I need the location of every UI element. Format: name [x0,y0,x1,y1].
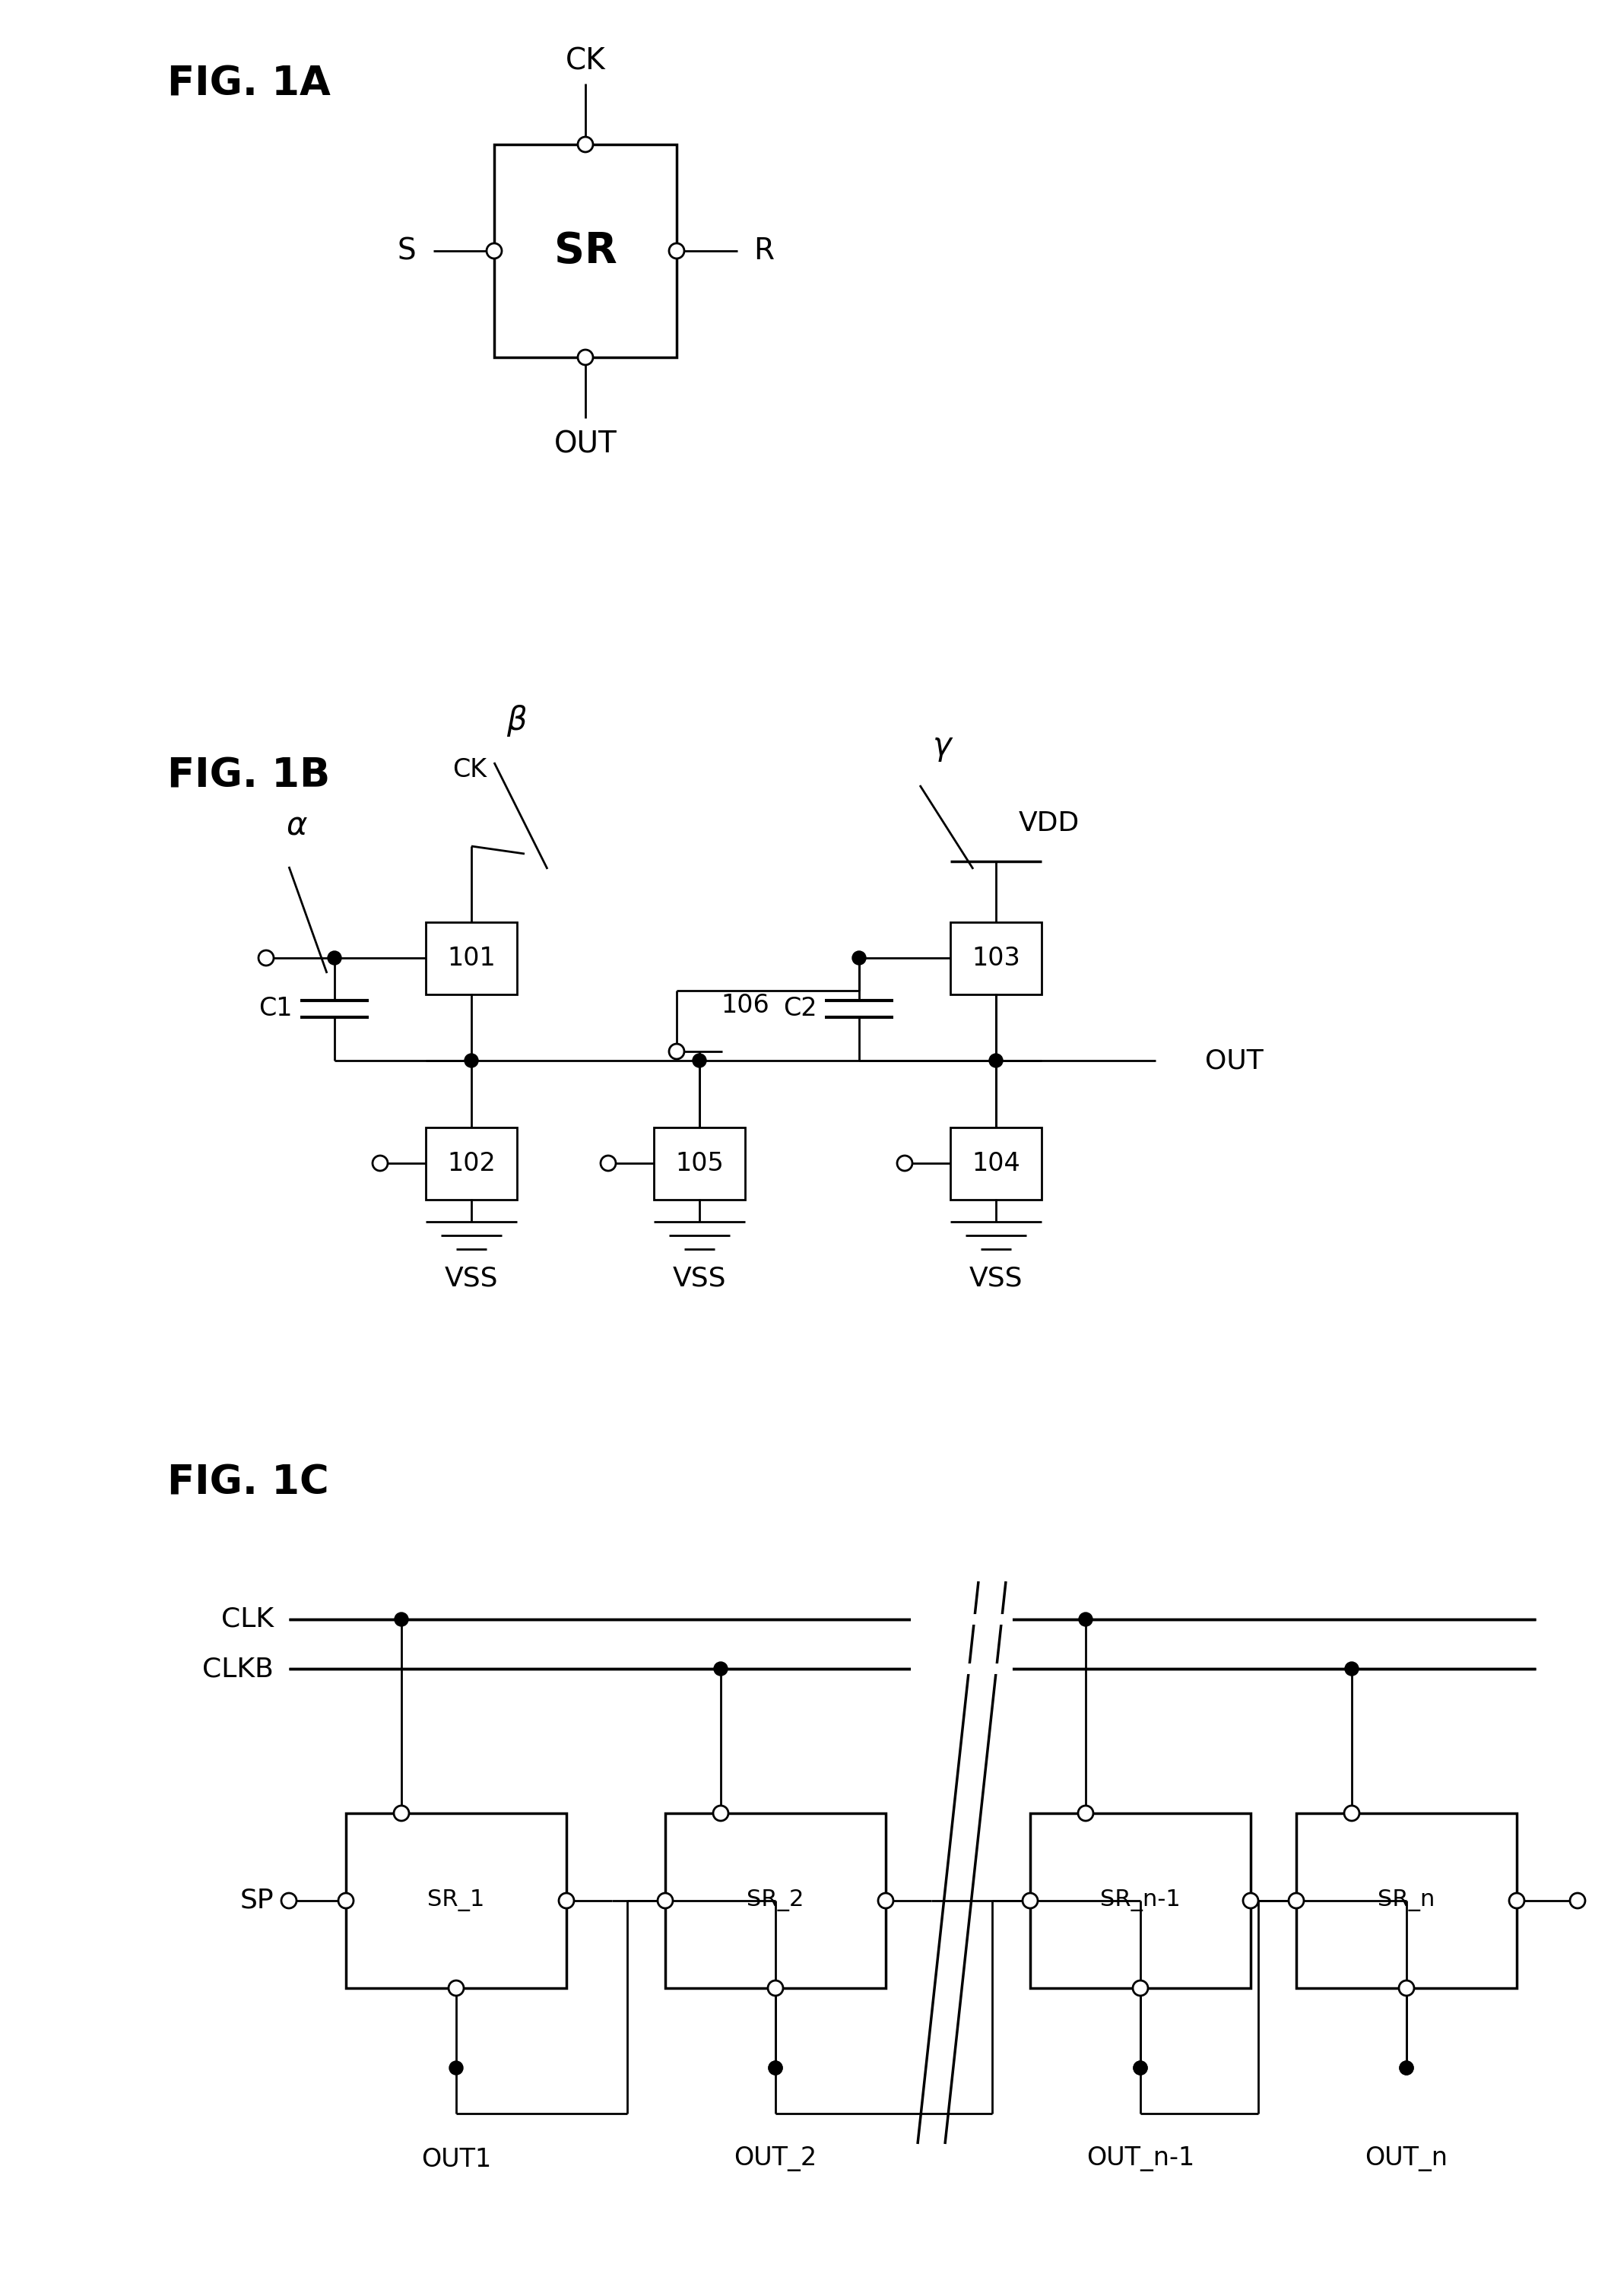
Circle shape [1400,2062,1413,2076]
Text: VSS: VSS [673,1265,727,1293]
Text: CLK: CLK [221,1607,274,1632]
Text: 104: 104 [971,1150,1020,1176]
Circle shape [768,2062,783,2076]
Circle shape [578,138,593,152]
Circle shape [669,243,685,259]
Text: SR_n-1: SR_n-1 [1100,1890,1181,1913]
Text: OUT_n: OUT_n [1365,2147,1448,2172]
Text: CK: CK [453,758,487,783]
Circle shape [395,1612,408,1626]
Circle shape [657,1894,673,1908]
Circle shape [1571,1894,1585,1908]
Text: SR_1: SR_1 [427,1890,485,1913]
Bar [1297,1814,1516,1988]
Text: OUT_2: OUT_2 [735,2147,817,2172]
Bar [425,1127,517,1201]
Text: 106: 106 [720,994,770,1019]
Circle shape [487,243,501,259]
Text: $\alpha$: $\alpha$ [285,808,308,840]
Text: 103: 103 [971,946,1020,971]
Circle shape [1133,1981,1149,1995]
Circle shape [1134,2062,1147,2076]
Circle shape [1344,1805,1360,1821]
Circle shape [1510,1894,1524,1908]
Circle shape [372,1155,388,1171]
Text: CLKB: CLKB [203,1655,274,1681]
Circle shape [327,951,342,964]
Text: SR: SR [554,230,617,271]
Circle shape [768,1981,783,1995]
Text: SR_n: SR_n [1377,1890,1435,1913]
Circle shape [1400,2062,1413,2076]
Text: OUT1: OUT1 [420,2147,491,2172]
Bar [495,145,677,358]
Text: SR_2: SR_2 [748,1890,804,1913]
Circle shape [578,349,593,365]
Circle shape [393,1805,409,1821]
Circle shape [1078,1805,1094,1821]
Text: VSS: VSS [445,1265,498,1293]
Text: $\gamma$: $\gamma$ [931,732,954,762]
Text: VSS: VSS [970,1265,1023,1293]
Text: CK: CK [565,46,606,76]
Circle shape [464,1054,478,1068]
Text: 105: 105 [675,1150,723,1176]
Circle shape [448,1981,464,1995]
Circle shape [852,951,867,964]
Circle shape [258,951,274,967]
Circle shape [714,1662,728,1676]
Circle shape [714,1805,728,1821]
Text: FIG. 1B: FIG. 1B [168,755,330,794]
Circle shape [897,1155,912,1171]
Text: OUT: OUT [554,429,617,459]
Text: 101: 101 [448,946,496,971]
Bar [950,923,1042,994]
Bar [425,923,517,994]
Bar [1029,1814,1250,1988]
Text: OUT_n-1: OUT_n-1 [1086,2147,1194,2172]
Circle shape [693,1054,706,1068]
Circle shape [1079,1612,1092,1626]
Text: R: R [754,236,775,266]
Circle shape [282,1894,296,1908]
Text: FIG. 1A: FIG. 1A [168,64,330,103]
Text: $\beta$: $\beta$ [506,703,527,739]
Text: C1: C1 [259,996,293,1022]
Circle shape [1345,1662,1358,1676]
Bar [950,1127,1042,1201]
Circle shape [338,1894,353,1908]
Bar [346,1814,567,1988]
Text: FIG. 1C: FIG. 1C [168,1463,329,1502]
Text: S: S [398,236,416,266]
Circle shape [1289,1894,1303,1908]
Circle shape [669,1045,685,1058]
Circle shape [1244,1894,1258,1908]
Circle shape [1134,2062,1147,2076]
Circle shape [559,1894,574,1908]
Circle shape [1398,1981,1414,1995]
Circle shape [989,1054,1002,1068]
Circle shape [768,2062,783,2076]
Text: 102: 102 [448,1150,496,1176]
Bar [654,1127,744,1201]
Circle shape [1023,1894,1037,1908]
Bar [665,1814,886,1988]
Circle shape [449,2062,462,2076]
Circle shape [601,1155,615,1171]
Text: VDD: VDD [1018,810,1079,836]
Text: OUT: OUT [1205,1047,1263,1075]
Text: SP: SP [240,1887,274,1913]
Circle shape [878,1894,894,1908]
Text: C2: C2 [783,996,817,1022]
